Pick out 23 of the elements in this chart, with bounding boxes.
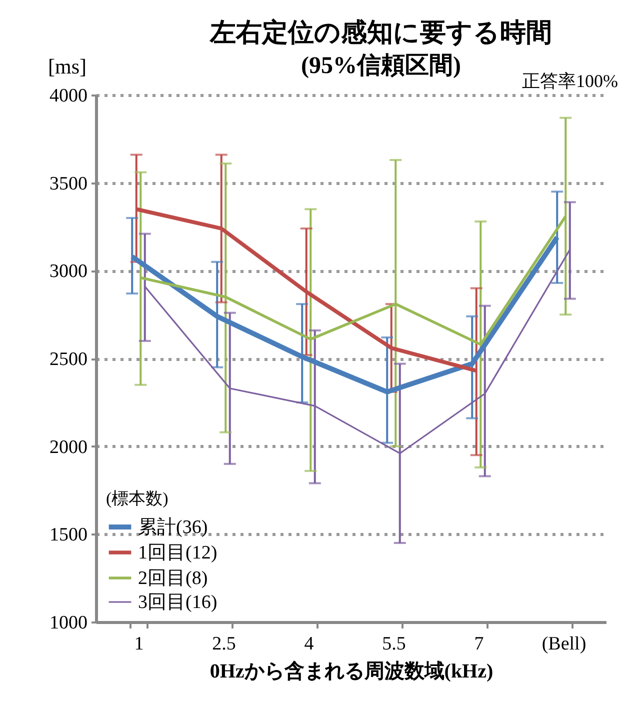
x-tick-label: (Bell) [542, 634, 586, 654]
y-tick-label: 2000 [50, 436, 88, 458]
legend-label: 1回目(12) [138, 542, 218, 564]
legend-label: 2回目(8) [138, 568, 208, 589]
y-tick-label: 1500 [50, 524, 88, 546]
x-axis-title: 0Hzから含まれる周波数域(kHz) [210, 660, 494, 682]
x-tick-label: 1 [134, 634, 144, 654]
x-tick-label: 4 [304, 634, 314, 654]
x-tick-label: 5.5 [382, 634, 406, 654]
y-tick-label: 3500 [50, 173, 88, 194]
y-tick-label: 4000 [50, 86, 88, 106]
y-tick-label: 2500 [50, 349, 88, 370]
chart-title: 左右定位の感知に要する時間 [209, 18, 552, 47]
y-tick-label: 3000 [50, 261, 88, 282]
legend-label: 3回目(16) [138, 592, 218, 613]
y-axis-title: [ms] [48, 54, 86, 78]
chart-subtitle: (95%信頼区間) [301, 53, 461, 79]
y-tick-label: 1000 [50, 612, 88, 634]
legend-title: (標本数) [106, 489, 168, 508]
x-tick-label: 7 [474, 634, 484, 654]
x-tick-label: 2.5 [212, 634, 236, 654]
text: 正答率100% [522, 71, 618, 91]
legend-label: 累計(36) [138, 517, 208, 538]
